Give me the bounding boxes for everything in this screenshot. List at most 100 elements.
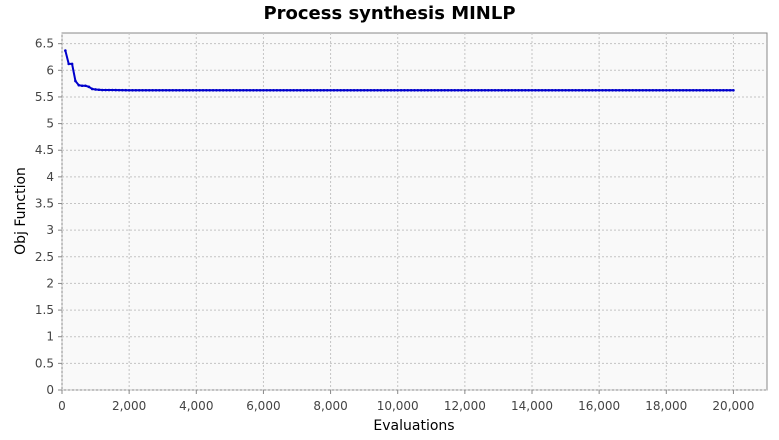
data-point — [725, 88, 729, 92]
data-point — [587, 88, 591, 92]
x-tick-label: 14,000 — [511, 399, 553, 413]
data-point — [339, 88, 342, 92]
data-point — [278, 88, 282, 92]
data-point — [275, 88, 279, 92]
x-tick-label: 16,000 — [578, 399, 620, 413]
data-point — [168, 88, 171, 92]
data-point — [205, 88, 208, 92]
data-point — [359, 88, 363, 92]
y-tick-label: 1 — [46, 330, 54, 344]
data-point — [591, 88, 594, 92]
data-point — [604, 88, 608, 92]
data-point — [349, 88, 353, 92]
data-point — [305, 88, 309, 92]
data-point — [245, 88, 248, 92]
data-point — [527, 88, 530, 92]
y-tick-label: 4 — [46, 170, 54, 184]
data-point — [258, 88, 262, 92]
data-point — [64, 49, 67, 52]
data-point — [151, 88, 154, 92]
chart-title: Process synthesis MINLP — [263, 3, 516, 24]
data-point — [718, 88, 722, 92]
data-point — [560, 88, 564, 92]
data-point — [396, 88, 400, 92]
data-series — [64, 49, 735, 92]
data-point — [87, 85, 91, 89]
data-point — [440, 88, 443, 92]
x-tick-label: 18,000 — [645, 399, 687, 413]
data-point — [84, 84, 87, 88]
data-point — [453, 88, 457, 92]
data-point — [386, 88, 389, 92]
x-tick-label: 6,000 — [246, 399, 280, 413]
data-point — [312, 88, 316, 92]
data-point — [198, 88, 201, 92]
data-point — [231, 88, 235, 92]
data-point — [100, 88, 104, 92]
data-point — [463, 88, 467, 92]
data-point — [685, 88, 688, 92]
data-point — [520, 88, 524, 92]
y-tick-label: 6 — [46, 63, 54, 77]
data-point — [184, 88, 188, 92]
data-point — [114, 88, 118, 92]
data-point — [121, 88, 124, 92]
data-point — [493, 88, 497, 92]
data-point — [675, 88, 678, 92]
data-point — [295, 88, 299, 92]
y-tick-label: 5 — [46, 117, 54, 131]
data-point — [540, 88, 544, 92]
data-point — [476, 88, 480, 92]
x-tick-label: 12,000 — [444, 399, 486, 413]
x-axis-ticks: 0 2,000 4,000 6,000 8,000 10,000 12,000 14,000 1… — [58, 390, 754, 413]
data-point — [446, 88, 450, 92]
data-point — [141, 88, 144, 92]
data-point — [607, 88, 611, 92]
data-point — [698, 88, 702, 92]
data-point — [77, 83, 81, 87]
data-point — [547, 88, 551, 92]
data-point — [158, 88, 161, 92]
data-point — [534, 88, 537, 92]
data-point — [299, 88, 302, 92]
data-point — [268, 88, 272, 92]
data-point — [510, 88, 514, 92]
data-point — [722, 88, 725, 92]
y-tick-label: 2 — [46, 276, 54, 290]
data-point — [181, 88, 185, 92]
data-point — [570, 88, 574, 92]
data-point — [701, 88, 705, 92]
data-point — [67, 62, 71, 66]
y-tick-label: 5.5 — [35, 90, 54, 104]
data-point — [221, 88, 225, 92]
data-point — [708, 88, 712, 92]
data-point — [594, 88, 598, 92]
data-point — [171, 88, 175, 92]
data-point — [107, 88, 111, 92]
x-tick-label: 8,000 — [313, 399, 347, 413]
data-point — [429, 88, 433, 92]
data-point — [218, 88, 222, 92]
y-axis-title: Obj Function — [13, 167, 29, 255]
data-point — [705, 88, 708, 92]
x-tick-label: 10,000 — [377, 399, 419, 413]
series-line — [64, 50, 734, 92]
data-point — [225, 88, 228, 92]
data-point — [272, 88, 275, 92]
y-tick-label: 3 — [46, 223, 54, 237]
plot-area — [61, 32, 768, 391]
data-point — [208, 88, 212, 92]
data-point — [309, 88, 312, 92]
data-point — [369, 88, 373, 92]
data-point — [389, 88, 393, 92]
data-point — [691, 88, 695, 92]
data-point — [406, 88, 410, 92]
data-point — [319, 88, 322, 92]
x-tick-label: 4,000 — [179, 399, 213, 413]
data-point — [332, 88, 336, 92]
data-point — [164, 88, 168, 92]
data-point — [252, 88, 255, 92]
data-point — [658, 88, 661, 92]
data-point — [634, 88, 638, 92]
